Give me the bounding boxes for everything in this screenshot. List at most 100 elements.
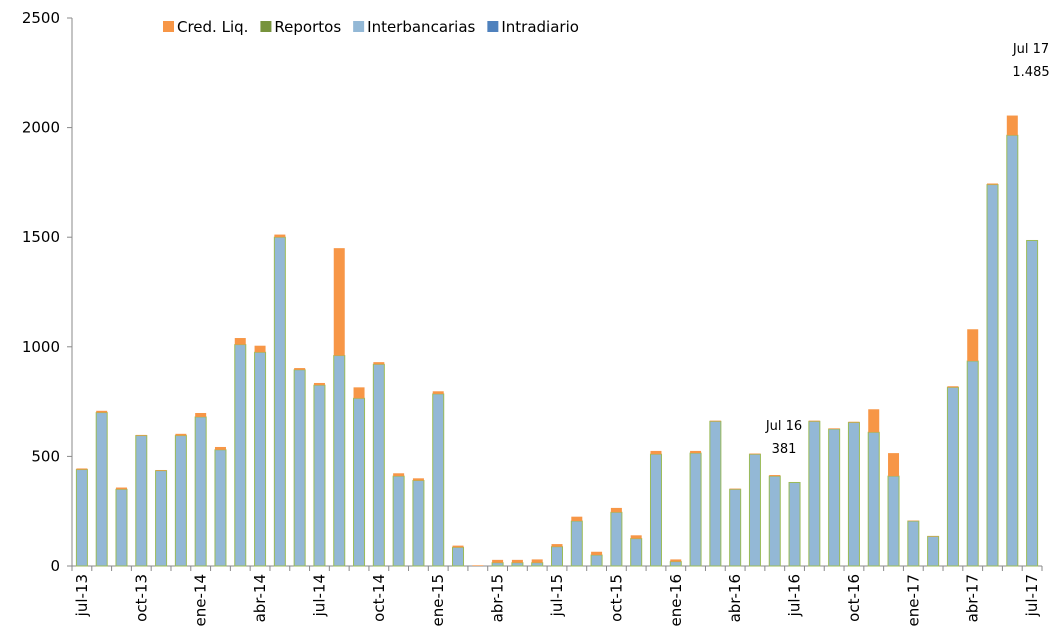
x-tick-label: jul-15 (548, 574, 566, 617)
bar-segment (947, 386, 958, 387)
bar-segment (710, 421, 721, 566)
bar-segment (116, 489, 127, 566)
bar-segment (967, 361, 978, 566)
bar-segment (650, 451, 661, 454)
x-tick-label: ene-14 (192, 574, 210, 626)
bar-segment (314, 385, 325, 566)
bar-segment (393, 473, 404, 476)
bar-segment (710, 421, 721, 422)
bar-segment (294, 368, 305, 370)
bar-segment (156, 471, 167, 566)
bar-segment (175, 434, 186, 436)
bar-segment (868, 432, 879, 566)
legend-label: Intradiario (501, 18, 579, 36)
legend-label: Reportos (274, 18, 341, 36)
bar-segment (492, 563, 503, 566)
bar-segment (848, 422, 859, 423)
bar-segment (156, 470, 167, 471)
bar-segment (967, 329, 978, 361)
bar-segment (670, 562, 681, 566)
bar-segment (354, 398, 365, 566)
bar-segment (947, 387, 958, 566)
bar-segment (354, 387, 365, 398)
bar-segment (888, 476, 899, 566)
legend-swatch (487, 21, 498, 32)
annotation: Jul 17 (1012, 42, 1049, 57)
bar-segment (96, 411, 107, 413)
y-tick-label: 2500 (22, 9, 60, 27)
bar-segment (749, 454, 760, 566)
bar-segment (512, 560, 523, 563)
legend-label: Cred. Liq. (177, 18, 248, 36)
bar-segment (433, 394, 444, 566)
bar-segment (96, 413, 107, 566)
x-tick-label: oct-13 (132, 574, 150, 622)
bar-segment (274, 237, 285, 566)
bar-segment (492, 560, 503, 563)
legend-swatch (163, 21, 174, 32)
bar-segment (888, 453, 899, 476)
bar-segment (413, 478, 424, 480)
x-tick-label: abr-14 (251, 574, 269, 622)
bar-segment (670, 559, 681, 561)
bar-segment (650, 454, 661, 566)
x-tick-label: jul-13 (73, 574, 91, 617)
bar-segment (1027, 240, 1038, 566)
bar-segment (255, 346, 266, 353)
bar-segment (195, 417, 206, 566)
y-tick-label: 500 (31, 447, 60, 465)
bar-segment (393, 476, 404, 566)
bar-segment (116, 488, 127, 490)
bar-segment (453, 546, 464, 548)
bar-segment (136, 436, 147, 566)
bar-segment (413, 481, 424, 566)
bar-segment (235, 338, 246, 345)
bar-segment (215, 447, 226, 450)
bar-segment (433, 391, 444, 394)
y-tick-label: 1000 (22, 338, 60, 356)
legend-label: Interbancarias (367, 18, 475, 36)
bar-segment (334, 356, 345, 566)
bar-segment (552, 544, 563, 547)
bar-segment (809, 421, 820, 566)
x-tick-label: abr-17 (964, 574, 982, 622)
bar-segment (769, 475, 780, 476)
bar-segment (552, 547, 563, 566)
bar-segment (76, 468, 87, 469)
x-tick-label: ene-17 (904, 574, 922, 626)
bar-segment (749, 454, 760, 455)
bar-segment (611, 512, 622, 566)
y-tick-label: 0 (50, 557, 60, 575)
x-tick-label: oct-15 (607, 574, 625, 622)
bar-segment (512, 563, 523, 566)
bar-segment (76, 470, 87, 566)
x-tick-label: ene-15 (429, 574, 447, 626)
bar-segment (908, 521, 919, 566)
bar-segment (274, 235, 285, 238)
bar-segment (829, 429, 840, 566)
bar-segment (769, 476, 780, 566)
annotation: 381 (772, 442, 797, 457)
bar-segment (987, 183, 998, 184)
bar-segment (294, 370, 305, 566)
y-tick-label: 1500 (22, 228, 60, 246)
x-tick-label: oct-16 (845, 574, 863, 622)
bar-segment (255, 352, 266, 566)
bar-segment (532, 559, 543, 562)
bar-segment (809, 421, 820, 422)
bar-segment (235, 345, 246, 566)
x-tick-label: abr-15 (489, 574, 507, 622)
bar-segment (1007, 135, 1018, 566)
bar-segment (334, 248, 345, 355)
bar-segment (730, 489, 741, 490)
bar-segment (1007, 116, 1018, 136)
bar-segment (848, 422, 859, 566)
bar-segment (175, 436, 186, 566)
bar-segment (136, 435, 147, 436)
bar-segment (631, 539, 642, 566)
bar-segment (571, 521, 582, 566)
y-tick-label: 2000 (22, 119, 60, 137)
x-tick-label: abr-16 (726, 574, 744, 622)
